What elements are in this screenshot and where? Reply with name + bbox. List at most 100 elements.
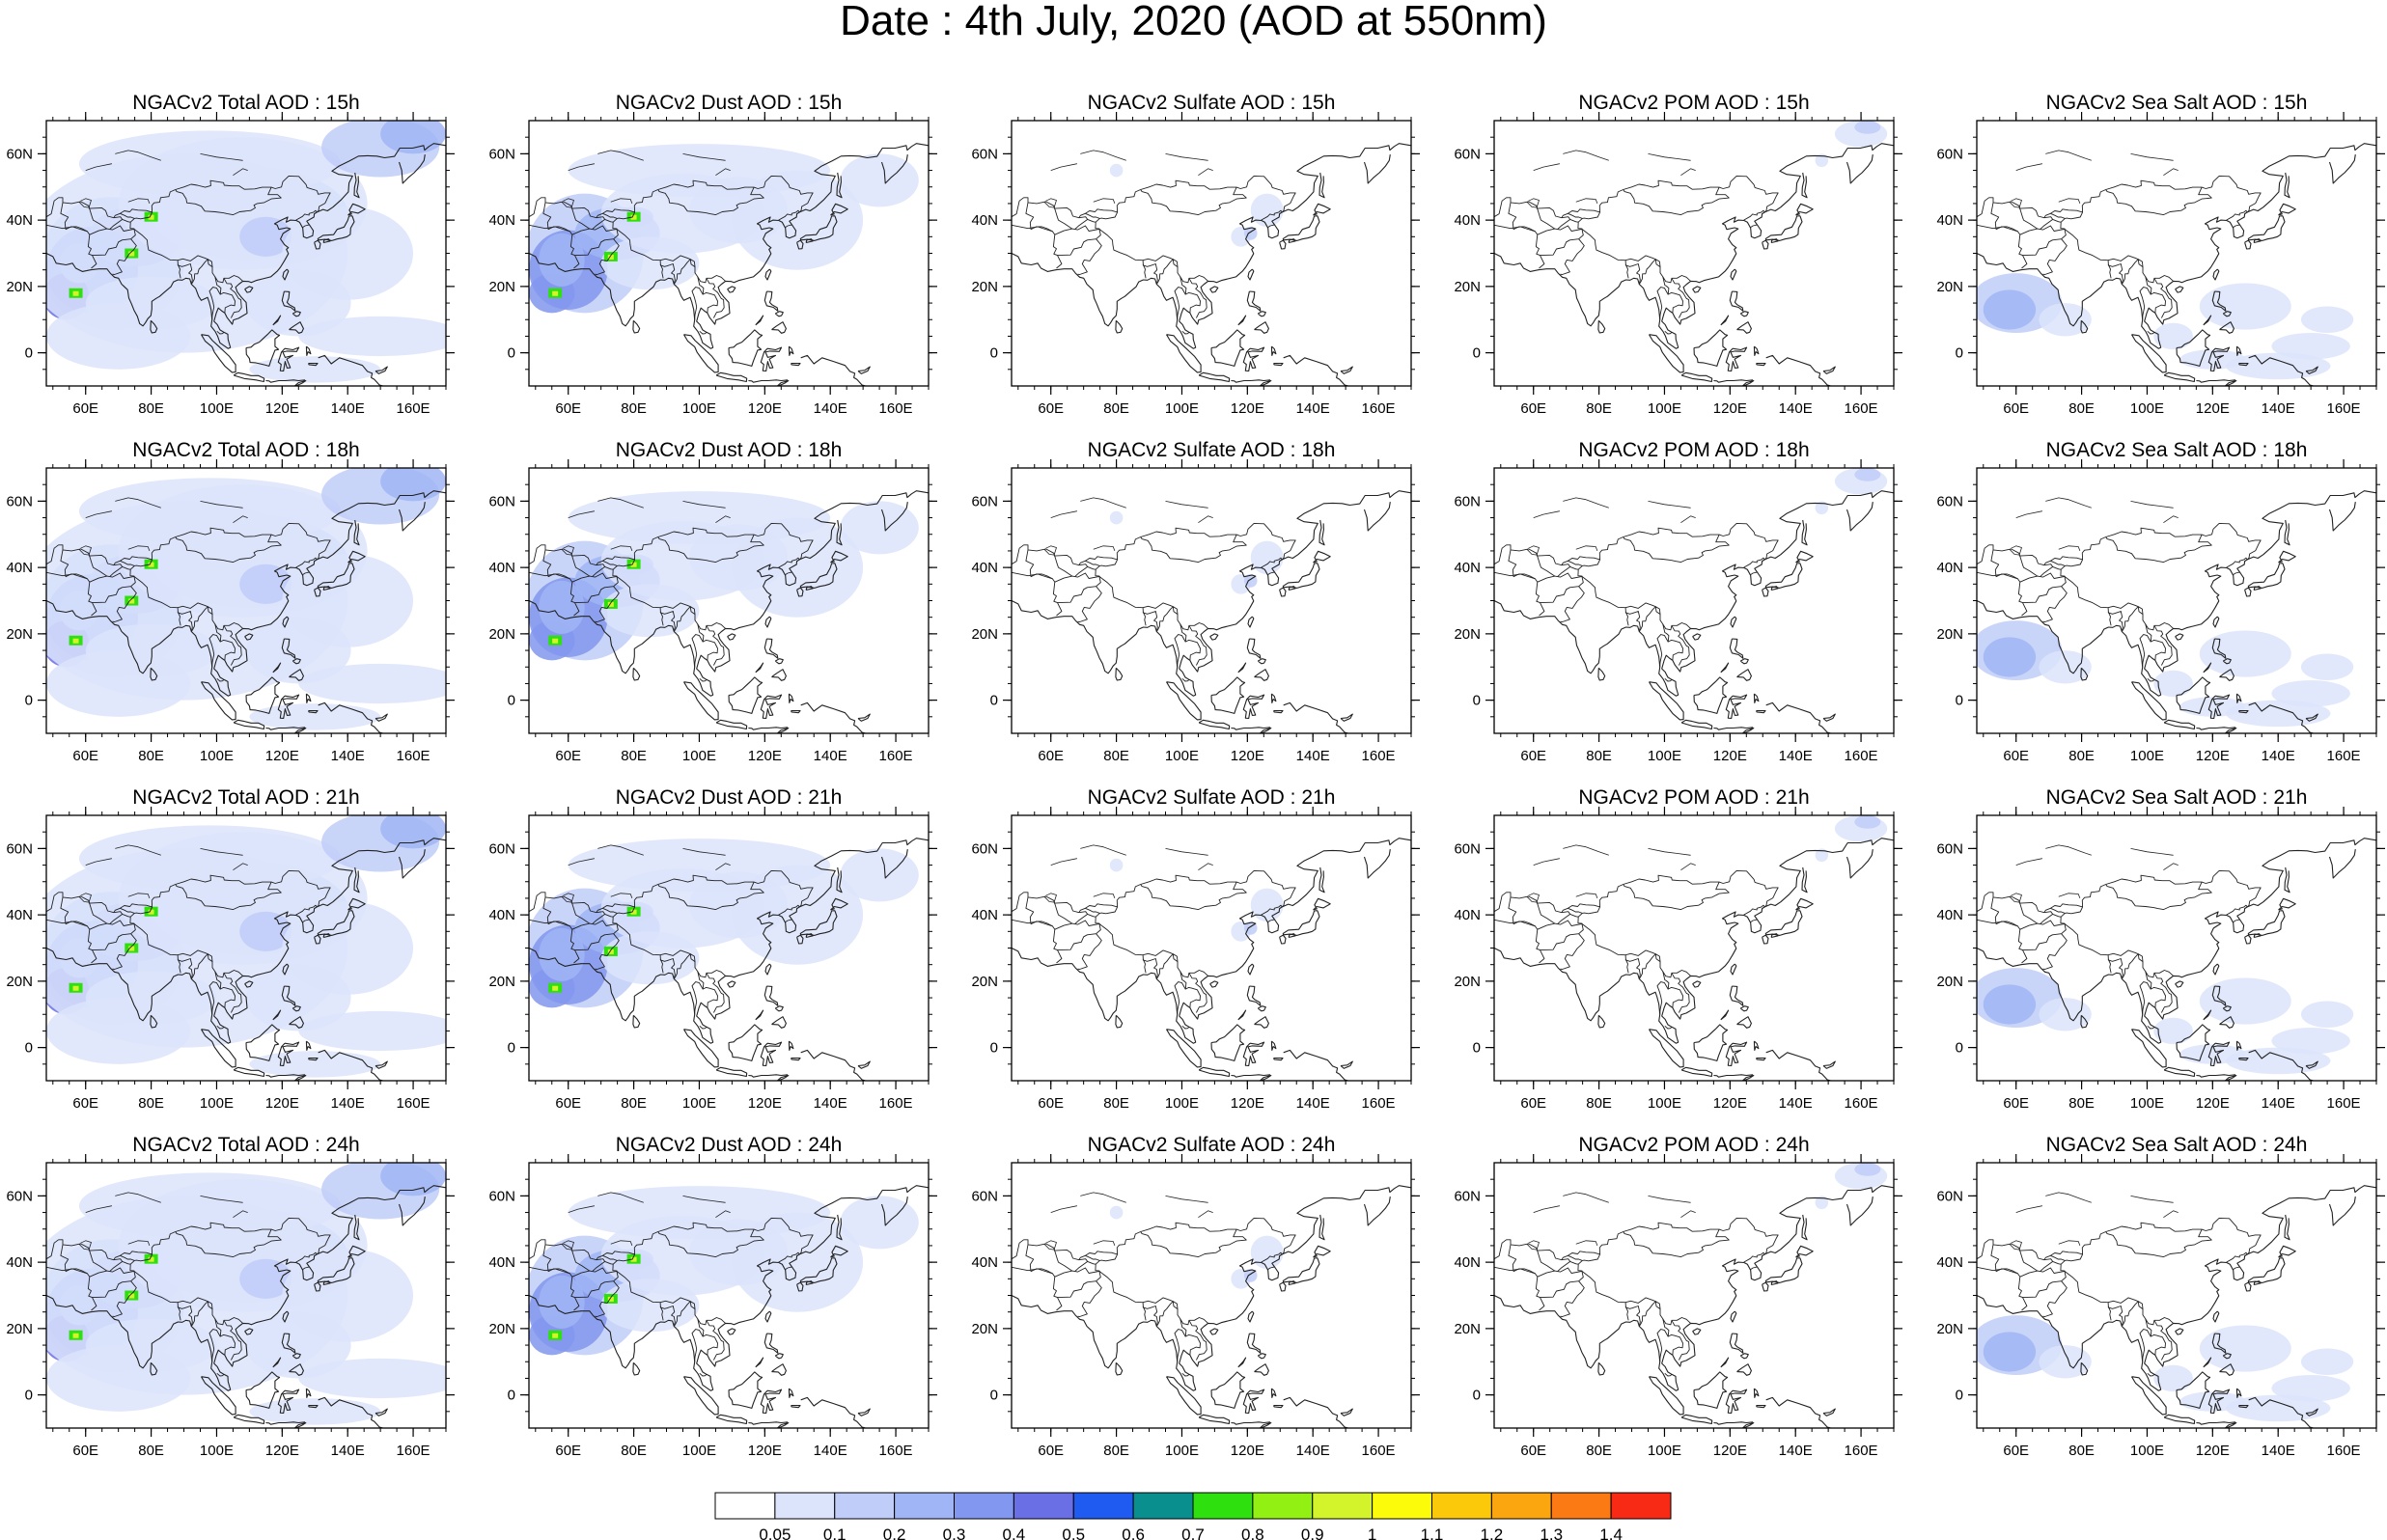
country-border bbox=[46, 189, 176, 219]
lon-tick-label: 160E bbox=[1362, 1095, 1396, 1112]
country-border bbox=[1025, 202, 1035, 230]
country-border bbox=[659, 260, 676, 285]
country-border bbox=[690, 259, 696, 267]
country-border bbox=[1624, 954, 1641, 979]
coastline bbox=[353, 866, 360, 894]
lat-tick-label: 20N bbox=[971, 974, 998, 990]
lat-tick-label: 60N bbox=[971, 146, 998, 162]
aod-patch bbox=[1854, 815, 1881, 829]
country-border bbox=[1099, 906, 1119, 915]
coastline bbox=[727, 633, 736, 641]
coastline bbox=[2203, 315, 2212, 326]
coastline bbox=[281, 985, 296, 1006]
aod-hotspot-core bbox=[72, 985, 79, 991]
lon-tick-label: 140E bbox=[2262, 1443, 2295, 1459]
panel-title: NGACv2 Sulfate AOD : 18h bbox=[1088, 439, 1336, 461]
coastline bbox=[2196, 1074, 2236, 1078]
country-border bbox=[778, 1251, 800, 1263]
country-border bbox=[1142, 263, 1147, 279]
lat-tick-label: 20N bbox=[6, 974, 33, 990]
coastline bbox=[1730, 268, 1737, 281]
coastline bbox=[1693, 1024, 1729, 1061]
coastline bbox=[776, 1421, 790, 1428]
country-border bbox=[175, 186, 282, 216]
aod-hotspot-core bbox=[72, 1333, 79, 1338]
country-border bbox=[190, 1301, 208, 1327]
coastline bbox=[398, 502, 426, 532]
lat-tick-label: 40N bbox=[1454, 212, 1481, 229]
country-border bbox=[571, 572, 619, 604]
coastline bbox=[2247, 1257, 2286, 1283]
aod-patch bbox=[249, 356, 381, 383]
coastline bbox=[1977, 490, 2376, 697]
coastline bbox=[836, 172, 843, 199]
country-border bbox=[1140, 522, 1296, 561]
inland-water bbox=[115, 1192, 161, 1203]
country-border bbox=[1671, 973, 1690, 1013]
coastline bbox=[1254, 669, 1269, 681]
aod-patch bbox=[2199, 630, 2291, 677]
coastline bbox=[277, 1041, 300, 1067]
lon-tick-label: 80E bbox=[2068, 748, 2095, 764]
coastline bbox=[2284, 519, 2290, 546]
lon-tick-label: 60E bbox=[72, 1443, 98, 1459]
map-panel-seasalt-15: NGACv2 Sea Salt AOD : 15h 60E 80E 100E 120E 1… bbox=[1936, 92, 2385, 417]
coastline bbox=[763, 638, 779, 659]
inland-water bbox=[1080, 1192, 1126, 1203]
lat-tick-label: 40N bbox=[971, 907, 998, 923]
country-border bbox=[1508, 896, 1517, 924]
country-border bbox=[2226, 557, 2248, 568]
coastline bbox=[2224, 1421, 2237, 1428]
coastline bbox=[347, 1245, 366, 1258]
coastline bbox=[1273, 363, 1284, 367]
aod-patch bbox=[246, 964, 351, 1031]
inland-water bbox=[597, 1192, 644, 1203]
country-border bbox=[1188, 973, 1207, 1013]
inland-water bbox=[1648, 153, 1691, 161]
coastline bbox=[282, 268, 290, 281]
coastline bbox=[1741, 727, 1755, 733]
aod-patch bbox=[1250, 540, 1284, 574]
inland-water bbox=[610, 545, 633, 552]
country-border bbox=[1990, 202, 2000, 230]
coastline bbox=[1822, 366, 1836, 374]
country-border bbox=[1099, 211, 1119, 220]
coastline bbox=[1762, 587, 1769, 597]
inland-water bbox=[127, 198, 151, 205]
aod-patch bbox=[246, 1311, 351, 1379]
coastline bbox=[2131, 1376, 2167, 1416]
country-border bbox=[2018, 206, 2039, 230]
aod-patch bbox=[1250, 888, 1284, 921]
coastline bbox=[1795, 550, 1814, 564]
coastline bbox=[683, 1029, 719, 1068]
coastline bbox=[1282, 1257, 1320, 1283]
country-border bbox=[1995, 573, 2018, 580]
inland-water bbox=[1165, 1196, 1208, 1203]
country-border bbox=[547, 921, 570, 927]
aod-patch bbox=[78, 130, 342, 198]
coastline bbox=[683, 334, 719, 373]
inland-water bbox=[2163, 168, 2179, 177]
coastline bbox=[2305, 1408, 2318, 1416]
inland-water bbox=[1043, 545, 1057, 556]
aod-patch bbox=[85, 971, 217, 1025]
country-border bbox=[1173, 1301, 1179, 1309]
coastline bbox=[632, 1014, 641, 1029]
coastline bbox=[1494, 490, 1894, 697]
country-border bbox=[1494, 1231, 1624, 1261]
coastline bbox=[1730, 616, 1737, 628]
coastline bbox=[1977, 1185, 2376, 1391]
country-border bbox=[547, 1268, 570, 1275]
coastline bbox=[1198, 1414, 1231, 1425]
lat-tick-label: 60N bbox=[1936, 840, 1963, 857]
aod-patch bbox=[840, 848, 919, 902]
coastline bbox=[1313, 203, 1331, 216]
lon-tick-label: 160E bbox=[1362, 400, 1396, 417]
coastline bbox=[1795, 897, 1814, 911]
inland-water bbox=[1165, 848, 1208, 856]
country-border bbox=[690, 953, 696, 962]
country-border bbox=[1077, 1280, 1102, 1317]
coastline bbox=[1713, 1074, 1754, 1078]
country-border bbox=[1054, 225, 1101, 257]
